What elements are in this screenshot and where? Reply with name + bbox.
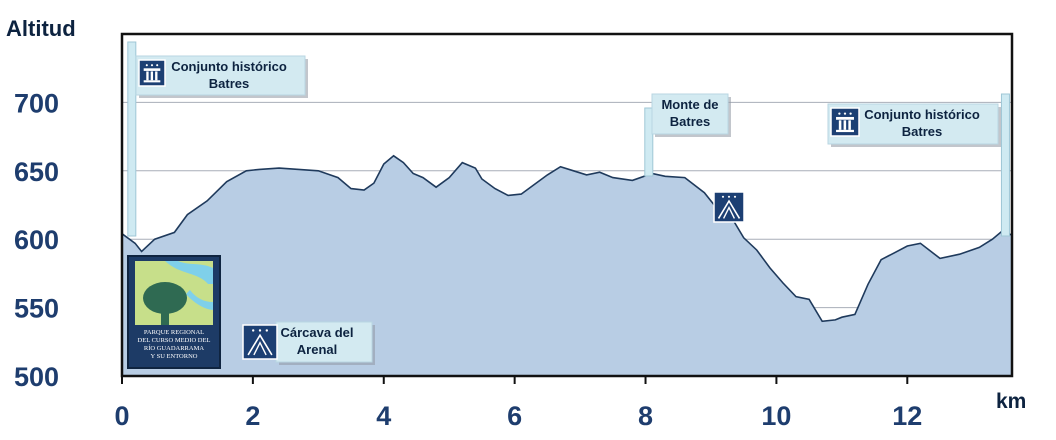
park-logo-text: PARQUE REGIONAL xyxy=(144,329,204,336)
monte-callout: Monte de Batres xyxy=(651,93,731,137)
x-tick-label: 10 xyxy=(761,401,791,431)
ravine-icon xyxy=(713,191,745,223)
start-post xyxy=(127,41,137,237)
end-callout-text: Batres xyxy=(902,124,942,139)
x-tick-label: 12 xyxy=(892,401,922,431)
y-tick-labels: 500 550 600 650 700 xyxy=(14,88,59,392)
end-post xyxy=(1000,93,1010,237)
carcava-callout: Cárcava del Arenal xyxy=(275,321,375,365)
monument-icon xyxy=(830,107,860,137)
y-tick-label: 650 xyxy=(14,157,59,187)
y-tick-label: 550 xyxy=(14,294,59,324)
x-tick-label: 0 xyxy=(114,401,129,431)
carcava-callout-text: Cárcava del xyxy=(281,325,354,340)
monte-callout-text: Batres xyxy=(670,114,710,129)
monte-callout-text: Monte de xyxy=(661,97,718,112)
start-callout-text: Conjunto histórico xyxy=(171,59,287,74)
y-tick-label: 600 xyxy=(14,225,59,255)
start-callout-text: Batres xyxy=(209,76,249,91)
x-axis-title: km xyxy=(996,390,1026,413)
park-logo-text: RÍO GUADARRAMA xyxy=(144,344,204,352)
plot-frame xyxy=(120,32,1014,378)
monument-icon xyxy=(138,59,166,87)
ravine-icon xyxy=(242,324,278,360)
monte-post xyxy=(644,107,654,177)
annotations: Conjunto histórico Batres Monte de Batres Co… xyxy=(127,41,1010,369)
y-axis-title: Altitud xyxy=(6,16,76,41)
park-logo-text: Y SU ENTORNO xyxy=(151,353,198,360)
x-tick-labels: 0 2 4 6 8 10 12 xyxy=(114,376,922,431)
y-tick-label: 700 xyxy=(14,88,59,118)
y-tick-label: 500 xyxy=(14,362,59,392)
x-tick-label: 8 xyxy=(638,401,653,431)
end-callout-text: Conjunto histórico xyxy=(864,107,980,122)
elevation-area xyxy=(122,155,1012,376)
carcava-callout-text: Arenal xyxy=(297,342,337,357)
elevation-line xyxy=(121,154,1013,323)
x-tick-label: 2 xyxy=(245,401,260,431)
x-tick-label: 4 xyxy=(376,401,391,431)
x-tick-label: 6 xyxy=(507,401,522,431)
park-logo-text: DEL CURSO MEDIO DEL xyxy=(138,337,211,344)
